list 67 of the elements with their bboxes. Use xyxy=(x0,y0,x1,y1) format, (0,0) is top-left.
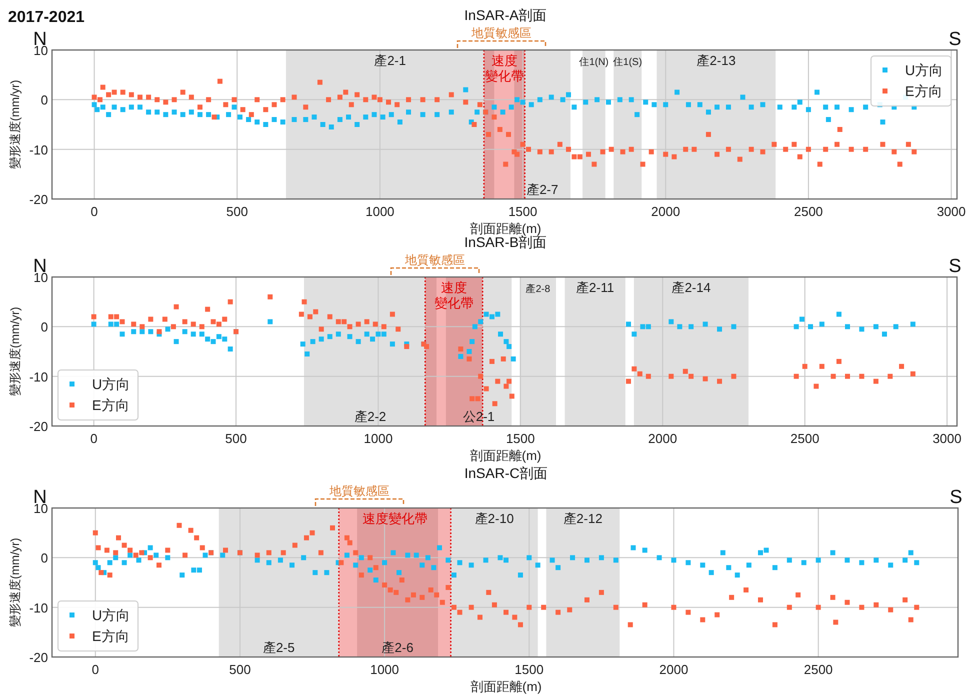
text: 2017-2021 xyxy=(8,9,85,26)
text: 地質敏感區 xyxy=(404,253,465,267)
x-tick-label: 2500 xyxy=(790,431,820,446)
band-label: 產2-13 xyxy=(696,53,736,68)
annotation: S xyxy=(950,487,962,508)
band-label: 產2-8 xyxy=(526,283,551,295)
x-tick-label: 0 xyxy=(90,431,98,446)
x-tick-label: 0 xyxy=(90,204,98,219)
x-tick-label: 2500 xyxy=(804,662,833,677)
y-tick-label: 0 xyxy=(40,550,48,566)
x-tick-label: 500 xyxy=(229,662,251,677)
x-tick-label: 2000 xyxy=(651,204,680,219)
y-axis-title: 變形速度(mm/yr) xyxy=(8,80,22,170)
band-label: 產2-11 xyxy=(576,280,614,295)
x-axis-title: 剖面距離(m) xyxy=(470,221,542,236)
legend-label: U方向 xyxy=(92,607,130,623)
band-label: 產2-6 xyxy=(382,640,414,655)
y-tick-label: 0 xyxy=(40,320,48,335)
legend-label: U方向 xyxy=(905,62,944,78)
chart-title: InSAR-C剖面 xyxy=(464,465,548,481)
y-tick-label: -10 xyxy=(29,600,48,616)
x-tick-label: 1000 xyxy=(364,431,393,446)
band-label: 速度變化帶 xyxy=(484,53,524,84)
legend-label: U方向 xyxy=(92,376,130,392)
x-tick-label: 2000 xyxy=(648,431,678,446)
band-label: 產2-14 xyxy=(672,280,711,295)
band-label: 速度變化帶 xyxy=(362,511,428,526)
x-tick-label: 3000 xyxy=(932,431,962,446)
y-tick-label: 0 xyxy=(40,92,48,108)
x-tick-label: 0 xyxy=(92,662,99,677)
band-label: 產2-10 xyxy=(474,511,514,526)
y-tick-label: -10 xyxy=(29,369,48,384)
y-tick-label: -10 xyxy=(29,142,48,158)
legend-label: E方向 xyxy=(92,628,130,644)
y-axis-title: 變形速度(mm/yr) xyxy=(8,306,22,396)
band-label: 產2-1 xyxy=(374,53,406,68)
x-tick-label: 1500 xyxy=(506,431,535,446)
y-tick-label: -20 xyxy=(29,192,48,207)
y-axis-title: 變形速度(mm/yr) xyxy=(8,538,22,628)
chart-title: InSAR-A剖面 xyxy=(464,7,547,23)
legend-label: E方向 xyxy=(905,83,942,99)
band-label: 產2-7 xyxy=(526,182,558,197)
x-tick-label: 1000 xyxy=(370,662,400,677)
text: 地質敏感區 xyxy=(470,26,532,40)
band-label: 住1(N) xyxy=(579,57,609,68)
x-axis-title: 剖面距離(m) xyxy=(470,448,542,463)
annotation: S xyxy=(948,256,962,277)
text: 地質敏感區 xyxy=(328,484,390,498)
y-tick-label: -20 xyxy=(29,650,48,665)
x-tick-label: 500 xyxy=(226,204,248,219)
x-tick-label: 1000 xyxy=(365,204,394,219)
x-tick-label: 500 xyxy=(225,431,247,446)
band-label: 住1(S) xyxy=(613,57,642,68)
band-label: 產2-2 xyxy=(354,409,386,424)
x-tick-label: 1500 xyxy=(508,204,538,219)
legend-label: E方向 xyxy=(92,397,130,413)
band-label: 速度變化帶 xyxy=(434,280,474,311)
band-label: 公2-1 xyxy=(462,409,495,424)
x-tick-label: 3000 xyxy=(936,204,966,219)
band-label: 產2-12 xyxy=(563,511,602,526)
x-axis-title: 剖面距離(m) xyxy=(470,679,542,694)
y-tick-label: -20 xyxy=(29,419,48,434)
band-label: 產2-5 xyxy=(262,640,295,655)
x-tick-label: 2000 xyxy=(659,662,688,677)
x-tick-label: 1500 xyxy=(514,662,544,677)
x-tick-label: 2500 xyxy=(794,204,823,219)
annotation: S xyxy=(948,29,962,50)
